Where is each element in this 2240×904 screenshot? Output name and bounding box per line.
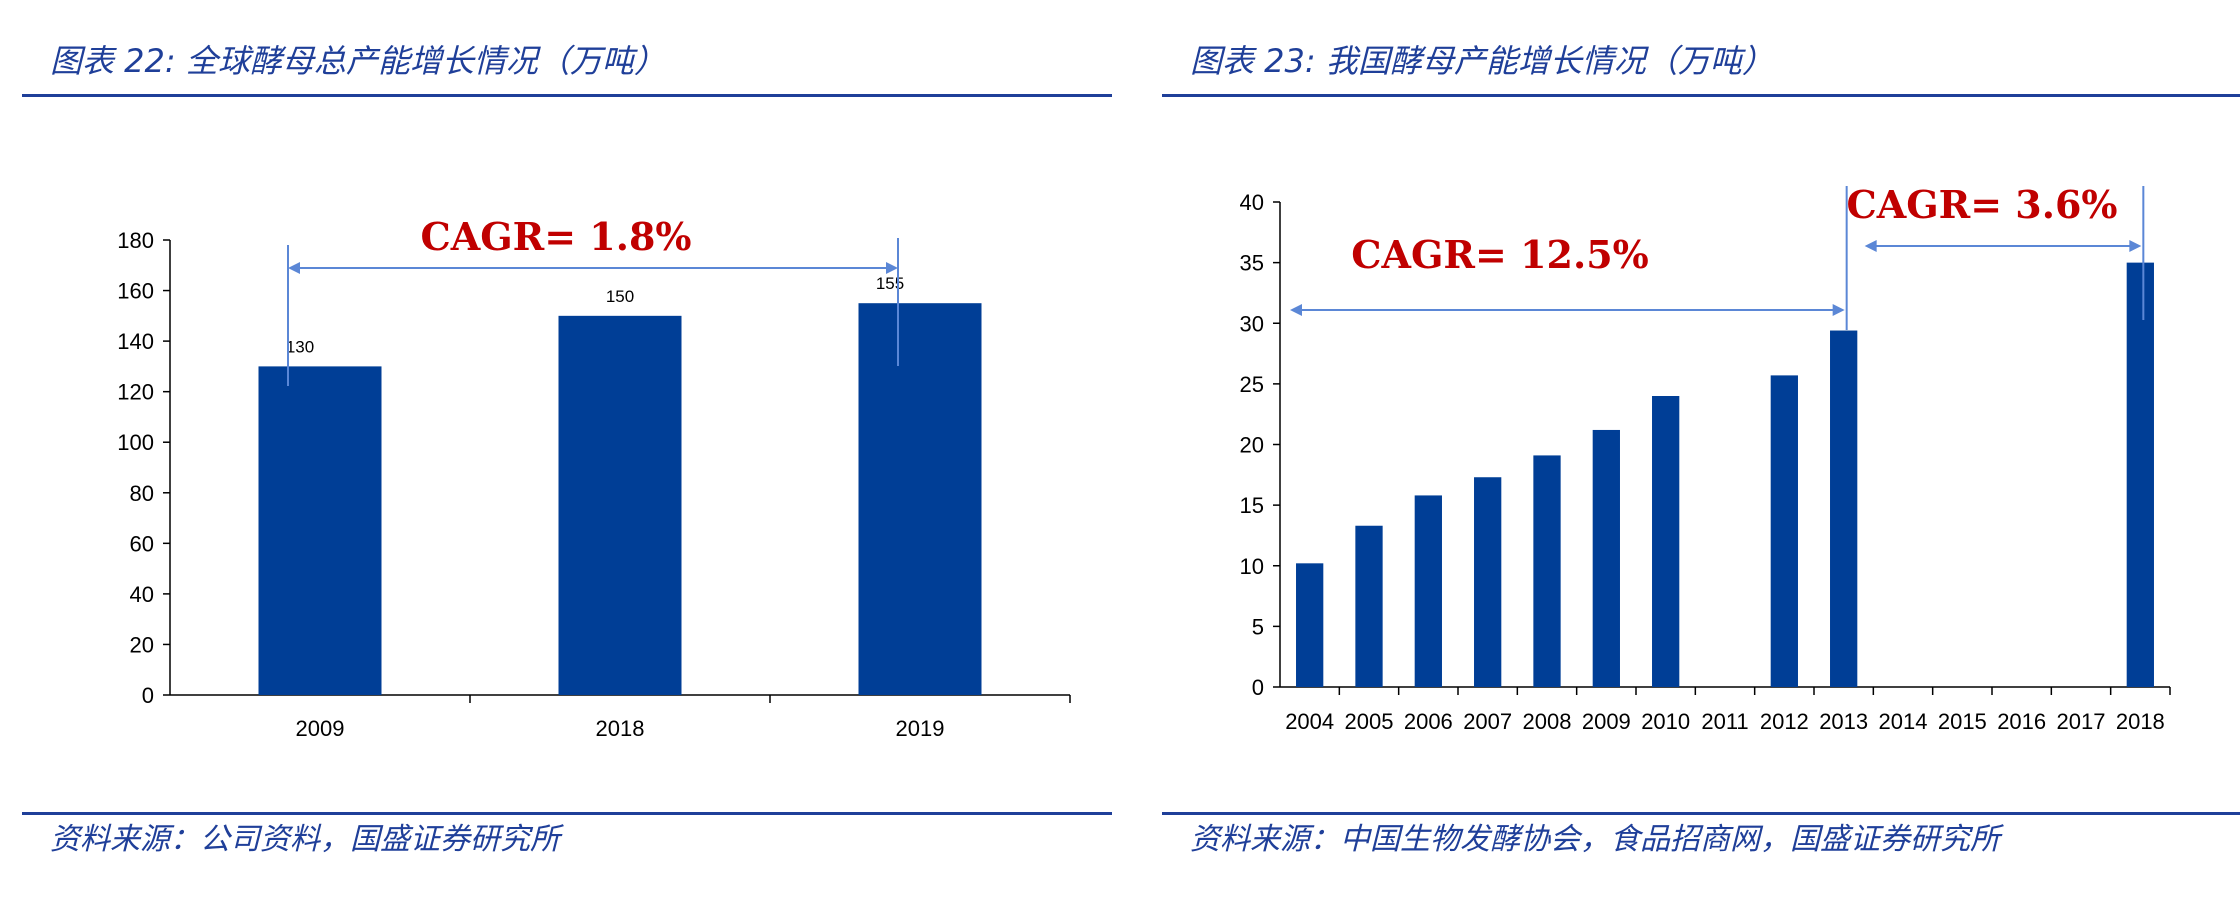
cagr-arrow-head-left	[288, 262, 300, 274]
x-tick-label: 2016	[1997, 709, 2046, 734]
x-tick-label: 2010	[1641, 709, 1690, 734]
x-tick-label: 2009	[1582, 709, 1631, 734]
x-tick-label: 2012	[1760, 709, 1809, 734]
cagr-arrow-head-right	[2129, 240, 2142, 252]
figure-title: 图表 23: 我国酵母产能增长情况（万吨）	[1190, 42, 1774, 80]
x-tick-label: 2006	[1404, 709, 1453, 734]
bar	[1592, 429, 1620, 687]
data-label: 155	[876, 274, 904, 293]
cagr-arrow-head-left	[1864, 240, 1877, 252]
bar	[1533, 455, 1561, 687]
y-tick-label: 10	[1240, 554, 1264, 579]
bar	[2126, 262, 2154, 687]
global-yeast-capacity-chart: 0 20 40 60 80 100 120 140 160 180 130 2009 150 2018 15…	[117, 214, 1071, 741]
x-tick-label: 2018	[2116, 709, 2165, 734]
x-tick-label: 2017	[2057, 709, 2106, 734]
x-tick-label: 2015	[1938, 709, 1987, 734]
bar	[1770, 375, 1798, 687]
bar	[558, 315, 682, 695]
y-tick-label: 80	[130, 481, 154, 506]
y-tick-label: 40	[130, 582, 154, 607]
cagr-annotation: CAGR= 3.6%	[1846, 182, 2117, 227]
y-tick-label: 0	[1252, 675, 1264, 700]
x-tick-label: 2019	[896, 716, 945, 741]
x-tick-label: 2014	[1879, 709, 1928, 734]
y-tick-label: 30	[1240, 311, 1264, 336]
bar	[1830, 330, 1858, 687]
y-tick-label: 120	[117, 380, 154, 405]
title-divider	[1162, 94, 2240, 97]
left-figure-panel: 图表 22: 全球酵母总产能增长情况（万吨） 0 20 40 60 80 100 120 14…	[0, 0, 1112, 904]
source-note: 资料来源：中国生物发酵协会，食品招商网，国盛证券研究所	[1190, 822, 2000, 857]
y-tick-label: 160	[117, 279, 154, 304]
y-tick-label: 180	[117, 228, 154, 253]
y-tick-label: 60	[130, 531, 154, 556]
source-divider	[22, 812, 1112, 815]
data-label: 130	[286, 337, 314, 356]
x-tick-label: 2004	[1285, 709, 1334, 734]
cagr-arrow-head-left	[1290, 304, 1302, 316]
cagr-arrow-head-right	[1832, 304, 1845, 316]
y-tick-label: 25	[1240, 372, 1264, 397]
x-tick-label: 2005	[1345, 709, 1394, 734]
y-tick-label: 20	[130, 632, 154, 657]
bar	[258, 366, 382, 695]
x-tick-label: 2013	[1819, 709, 1868, 734]
y-tick-label: 40	[1240, 190, 1264, 215]
x-tick-label: 2009	[296, 716, 345, 741]
source-note: 资料来源：公司资料，国盛证券研究所	[50, 822, 560, 857]
y-tick-label: 15	[1240, 493, 1264, 518]
cagr-arrow-head-right	[886, 262, 898, 274]
title-divider	[22, 94, 1112, 97]
bar	[1355, 525, 1383, 687]
right-figure-panel: 图表 23: 我国酵母产能增长情况（万吨） 0 5 10 15 20 25 30 35 40 20…	[1140, 0, 2240, 904]
y-tick-label: 35	[1240, 251, 1264, 276]
y-tick-label: 100	[117, 430, 154, 455]
y-tick-label: 20	[1240, 433, 1264, 458]
y-tick-label: 0	[142, 683, 154, 708]
x-tick-label: 2011	[1701, 709, 1748, 734]
x-tick-label: 2008	[1523, 709, 1572, 734]
x-tick-label: 2018	[596, 716, 645, 741]
bar	[858, 303, 982, 695]
bar	[1474, 477, 1502, 687]
figure-title: 图表 22: 全球酵母总产能增长情况（万吨）	[50, 42, 666, 80]
china-yeast-capacity-chart: 0 5 10 15 20 25 30 35 40 2004 2005 2006 2007 2008 2009…	[1240, 182, 2171, 734]
x-tick-label: 2007	[1463, 709, 1512, 734]
source-divider	[1162, 812, 2240, 815]
y-tick-label: 5	[1252, 614, 1264, 639]
bar	[1652, 396, 1680, 687]
cagr-annotation: CAGR= 12.5%	[1351, 232, 1649, 277]
data-label: 150	[606, 287, 634, 306]
bar	[1296, 563, 1324, 687]
bar	[1414, 495, 1442, 687]
y-tick-label: 140	[117, 329, 154, 354]
cagr-annotation: CAGR= 1.8%	[420, 214, 691, 259]
